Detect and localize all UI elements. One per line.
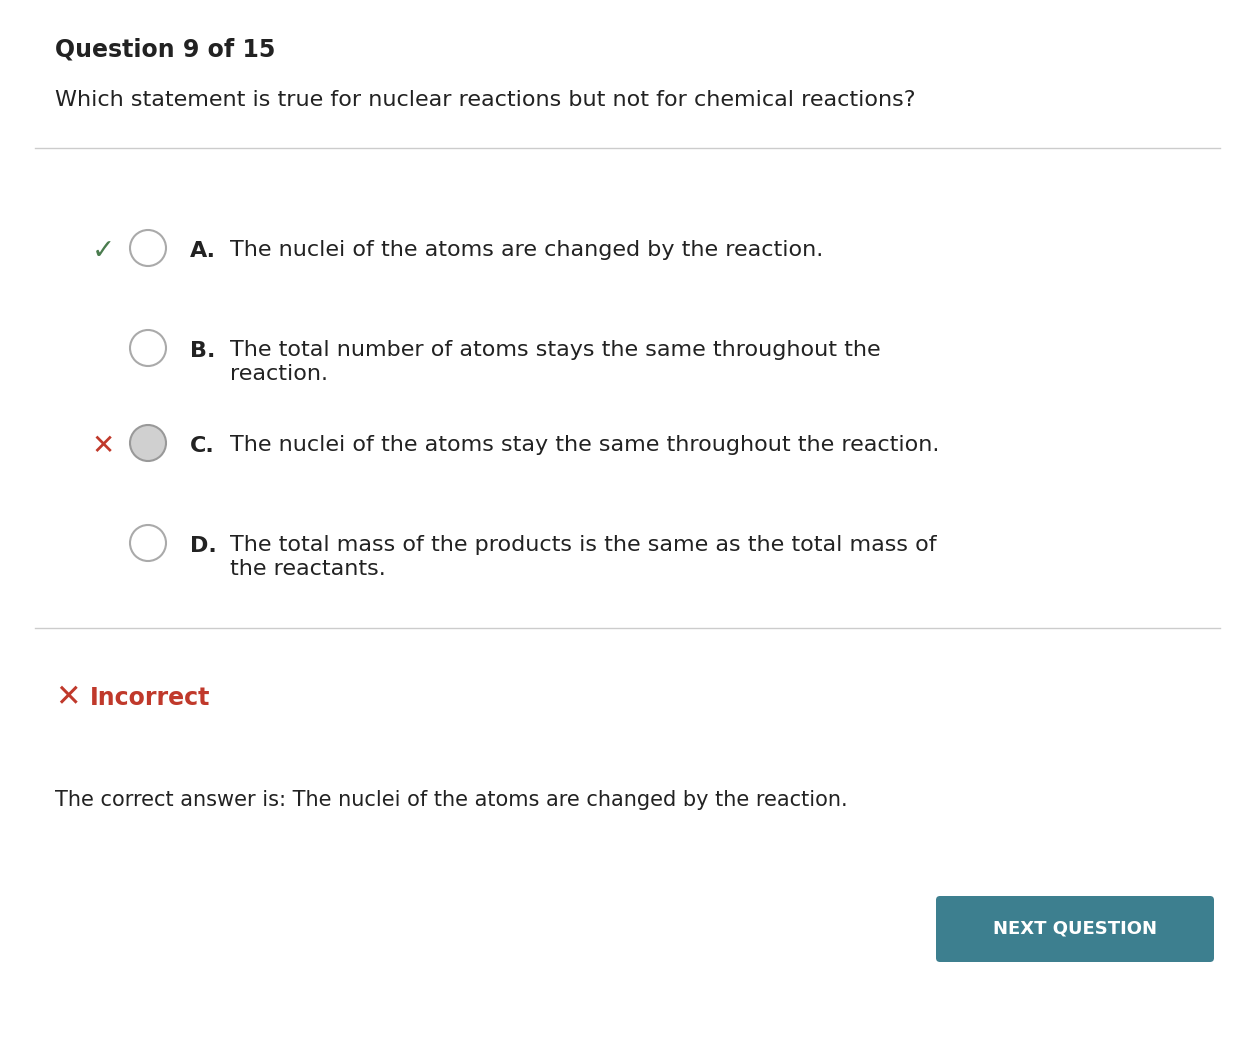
Ellipse shape [130,525,166,561]
Text: the reactants.: the reactants. [231,559,386,579]
Text: Which statement is true for nuclear reactions but not for chemical reactions?: Which statement is true for nuclear reac… [55,90,916,110]
Text: The total mass of the products is the same as the total mass of: The total mass of the products is the sa… [231,535,936,555]
Text: reaction.: reaction. [231,364,328,384]
Text: NEXT QUESTION: NEXT QUESTION [993,920,1157,938]
Text: The nuclei of the atoms stay the same throughout the reaction.: The nuclei of the atoms stay the same th… [231,435,940,455]
Ellipse shape [130,230,166,266]
Text: A.: A. [190,241,215,261]
Text: The nuclei of the atoms are changed by the reaction.: The nuclei of the atoms are changed by t… [231,240,823,260]
Text: Incorrect: Incorrect [89,686,210,710]
Text: ✕: ✕ [92,432,115,460]
Text: ✕: ✕ [55,684,81,712]
Ellipse shape [130,425,166,461]
Ellipse shape [130,330,166,366]
FancyBboxPatch shape [936,896,1213,962]
Text: D.: D. [190,536,217,556]
Text: The correct answer is: The nuclei of the atoms are changed by the reaction.: The correct answer is: The nuclei of the… [55,790,848,810]
Text: B.: B. [190,341,215,361]
Text: C.: C. [190,436,214,456]
Text: The total number of atoms stays the same throughout the: The total number of atoms stays the same… [231,340,881,360]
Text: Question 9 of 15: Question 9 of 15 [55,38,276,62]
Text: ✓: ✓ [92,237,115,265]
